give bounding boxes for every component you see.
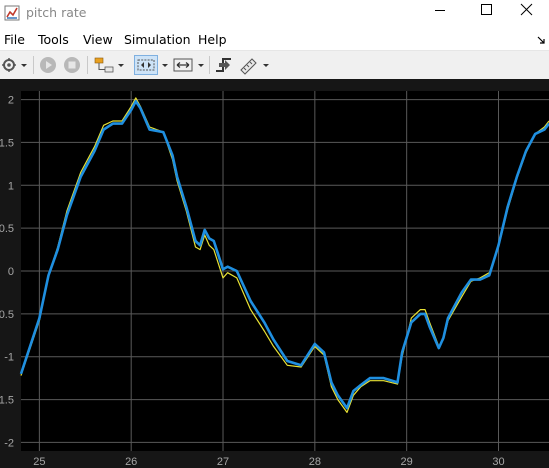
maximize-button[interactable]	[463, 0, 509, 26]
menu-help[interactable]: Help	[198, 32, 227, 47]
toolbar-separator	[209, 56, 210, 74]
stop-icon	[64, 57, 80, 73]
zoom-icon	[137, 59, 155, 71]
measurements-icon	[240, 58, 269, 75]
x-tick-label: 29	[401, 456, 413, 468]
y-tick-label: -0.5	[0, 309, 14, 321]
stop-button[interactable]	[62, 55, 82, 75]
menu-bar: File Tools View Simulation Help	[0, 28, 549, 50]
y-tick-label: 0.5	[0, 223, 14, 235]
minimize-button[interactable]	[417, 0, 463, 26]
matlab-figure-icon	[4, 5, 20, 21]
y-tick-label: -2	[4, 437, 14, 449]
maximize-icon	[481, 4, 492, 15]
grid-lines	[21, 91, 549, 451]
run-button[interactable]	[38, 55, 58, 75]
y-tick-label: 2	[8, 95, 14, 107]
close-icon	[520, 3, 533, 16]
y-tick-label: -1	[4, 352, 14, 364]
signal-hierarchy-icon	[94, 57, 124, 73]
y-tick-label: 1.5	[0, 137, 14, 149]
menu-file[interactable]: File	[4, 32, 25, 47]
series-line-secondary	[20, 97, 549, 413]
x-tick-label: 27	[217, 456, 229, 468]
scope-plot[interactable]: 25 26 27 28 29 30 2 1.5 1 0.5 0 -0.5 -1 -1.5 -2	[0, 79, 549, 468]
zoom-dropdown[interactable]	[160, 55, 170, 75]
x-tick-label: 30	[492, 456, 504, 468]
series-line-primary	[19, 100, 549, 410]
zoom-button[interactable]	[134, 55, 158, 75]
run-icon	[40, 57, 56, 73]
measurements-button[interactable]	[238, 55, 270, 75]
x-tick-label: 25	[33, 456, 45, 468]
scale-axes-button[interactable]	[172, 55, 206, 75]
scale-axes-icon	[173, 58, 204, 72]
menu-tools[interactable]: Tools	[38, 32, 69, 47]
chevron-down-icon	[162, 64, 168, 67]
y-tick-label: -1.5	[0, 395, 14, 407]
y-tick-label: 1	[8, 180, 14, 192]
minimize-icon	[435, 10, 445, 11]
window-title: pitch rate	[26, 5, 87, 20]
series-lines	[19, 97, 549, 413]
dock-arrow-icon[interactable]	[535, 33, 547, 45]
close-button[interactable]	[503, 0, 549, 26]
menu-view[interactable]: View	[83, 32, 113, 47]
x-tick-label: 28	[309, 456, 321, 468]
triggers-icon	[216, 58, 231, 72]
triggers-button[interactable]	[213, 55, 235, 75]
toolbar-separator	[87, 56, 88, 74]
menu-simulation[interactable]: Simulation	[124, 32, 191, 47]
signal-hierarchy-button[interactable]	[93, 55, 125, 75]
y-tick-label: 0	[8, 266, 14, 278]
x-tick-label: 26	[125, 456, 137, 468]
tick-labels: 25 26 27 28 29 30 2 1.5 1 0.5 0 -0.5 -1 -1.5 -2	[0, 95, 505, 468]
toolbar	[0, 50, 549, 80]
title-bar: pitch rate	[0, 0, 549, 26]
settings-button[interactable]	[1, 55, 29, 75]
toolbar-separator	[33, 56, 34, 74]
settings-icon	[2, 58, 27, 72]
